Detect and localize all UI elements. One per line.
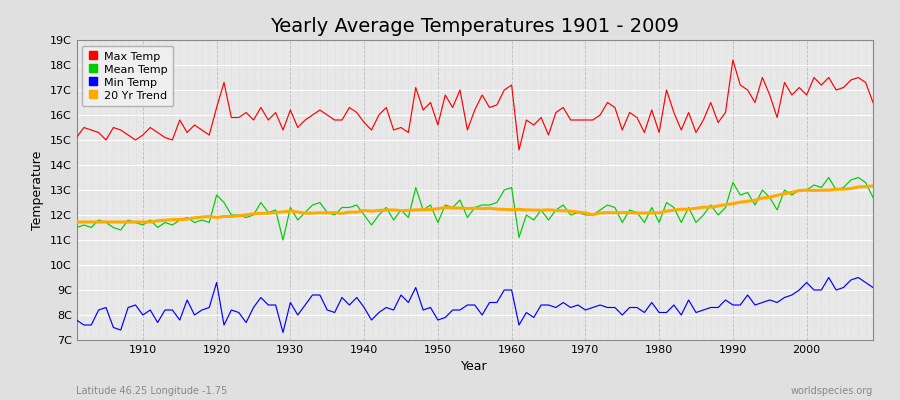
Text: Latitude 46.25 Longitude -1.75: Latitude 46.25 Longitude -1.75 bbox=[76, 386, 228, 396]
X-axis label: Year: Year bbox=[462, 360, 488, 374]
Text: worldspecies.org: worldspecies.org bbox=[791, 386, 873, 396]
Title: Yearly Average Temperatures 1901 - 2009: Yearly Average Temperatures 1901 - 2009 bbox=[270, 17, 680, 36]
Y-axis label: Temperature: Temperature bbox=[32, 150, 44, 230]
Legend: Max Temp, Mean Temp, Min Temp, 20 Yr Trend: Max Temp, Mean Temp, Min Temp, 20 Yr Tre… bbox=[82, 46, 174, 106]
